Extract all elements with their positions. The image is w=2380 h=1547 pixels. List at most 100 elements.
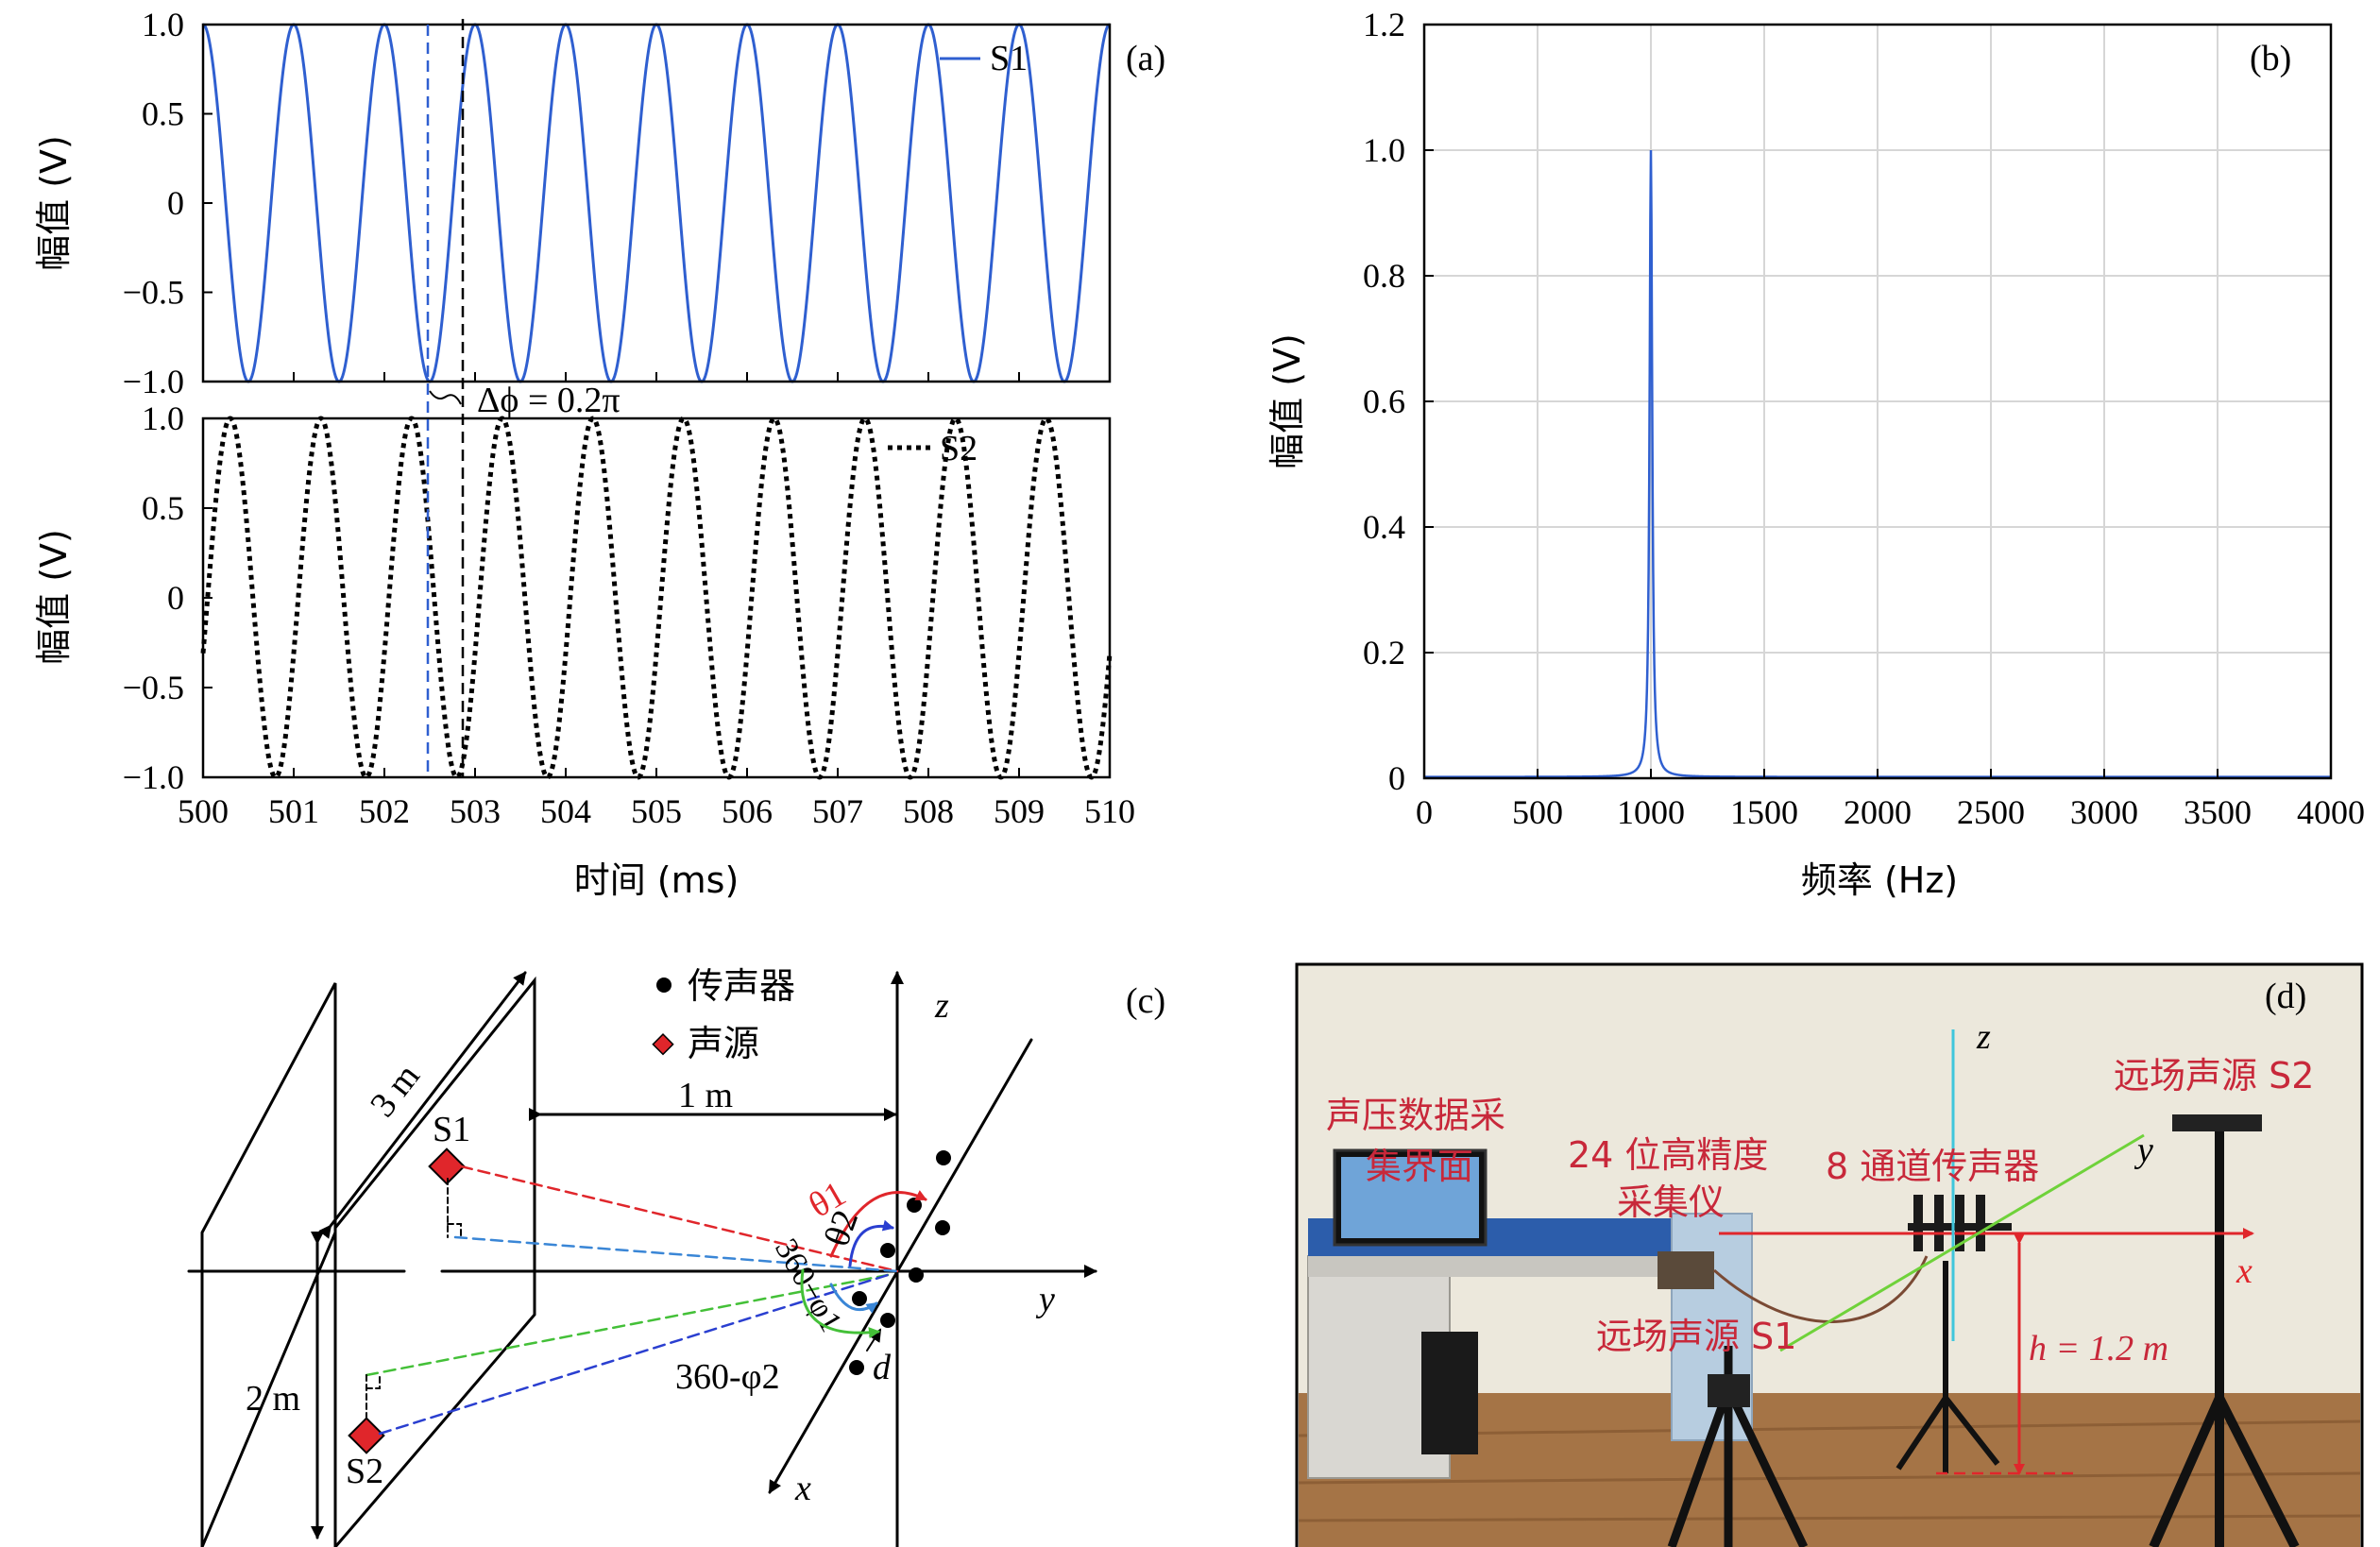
a-bottom-ytick-label: −0.5 — [123, 669, 184, 706]
a-top-ytick-label: 0 — [167, 184, 184, 222]
b-xtick-label: 4000 — [2297, 793, 2365, 831]
s1-ray-blue — [453, 1235, 899, 1273]
panel-d-photo: x z y (d) 声压数据采 集界面 24 位高精度 采集仪 8 通道传声器 … — [1295, 962, 2364, 1547]
speaker-s1 — [1708, 1374, 1750, 1407]
dim-1m-label: 1 m — [678, 1076, 733, 1115]
b-xtick-label: 1000 — [1617, 793, 1685, 831]
b-xtick-label: 2500 — [1957, 793, 2025, 831]
photo-z-label: z — [1976, 1017, 1991, 1057]
dim-2m-label: 2 m — [246, 1379, 300, 1419]
z-axis-label: z — [934, 986, 949, 1026]
b-xtick-label: 3000 — [2070, 793, 2138, 831]
b-ytick-label: 0.6 — [1363, 382, 1405, 420]
theta2-arc — [848, 1219, 894, 1267]
a-bottom-frame — [201, 416, 1112, 779]
a-bottom-ytick-label: 0 — [167, 579, 184, 617]
b-xtick-label: 0 — [1416, 793, 1433, 831]
mic-dot — [936, 1150, 951, 1165]
pc-tower — [1421, 1332, 1478, 1454]
s2-perp-mark — [366, 1374, 381, 1423]
panel-a: 1.0 0.5 0 −0.5 −1.0 1.0 0.5 0 −0.5 −1.0 500 501 50… — [33, 6, 1165, 901]
a-top-ytick-label: −0.5 — [123, 274, 184, 312]
mic-dot — [907, 1198, 922, 1213]
spacing-d-label: d — [873, 1348, 892, 1387]
tripod-s1 — [1667, 1346, 1809, 1547]
phi2-arc — [800, 1268, 880, 1339]
mic-array-photo — [1908, 1195, 2012, 1251]
label-ui-2: 集界面 — [1366, 1146, 1473, 1187]
phi2-label: 360-φ2 — [675, 1357, 780, 1397]
a-xtick-label: 507 — [812, 792, 863, 830]
a-xtick-label: 510 — [1084, 792, 1135, 830]
phase-brace-icon — [429, 390, 462, 405]
legend-mic-label: 传声器 — [688, 965, 795, 1007]
panel-c: (c) 传声器 声源 3 m 2 m 1 m y z x — [187, 965, 1165, 1547]
s1-perp-mark — [447, 1178, 462, 1238]
a-xtick-label: 501 — [268, 792, 319, 830]
photo-y-axis — [1779, 1133, 2145, 1352]
a-xtick-label: 509 — [994, 792, 1045, 830]
series-s1-line — [202, 23, 1111, 383]
dim-3m-line — [318, 971, 527, 1239]
legend-source-label: 声源 — [688, 1023, 759, 1064]
a-xtick-label: 503 — [450, 792, 501, 830]
b-xtick-label: 2000 — [1844, 793, 1912, 831]
legend-source-diamond — [652, 1033, 674, 1056]
mic-dot — [849, 1360, 864, 1375]
series-s2-line — [200, 416, 1113, 780]
label-far-s2: 远场声源 S2 — [2114, 1055, 2314, 1096]
s2-ray-blue — [378, 1273, 890, 1436]
source-s1-diamond — [428, 1148, 466, 1185]
a-xtick-label: 505 — [631, 792, 682, 830]
speaker-s2 — [2172, 1114, 2262, 1131]
mic-dot — [852, 1291, 867, 1306]
phase-annotation: Δϕ = 0.2π — [477, 381, 620, 420]
a-top-ytick-label: 0.5 — [142, 95, 184, 133]
a-xlabel: 时间 (ms) — [574, 859, 740, 901]
b-ylabel: 幅值 (V) — [1266, 333, 1308, 469]
x-axis-label: x — [794, 1469, 811, 1508]
label-far-s1: 远场声源 S1 — [1596, 1316, 1796, 1357]
b-xlabel: 频率 (Hz) — [1801, 859, 1958, 901]
tripod-mics — [1896, 1261, 2000, 1473]
b-xtick-label: 1500 — [1730, 793, 1798, 831]
a-top-ylabel: 幅值 (V) — [33, 135, 75, 271]
mic-dot — [935, 1220, 950, 1235]
b-ytick-label: 1.0 — [1363, 131, 1405, 169]
daq-device — [1658, 1251, 1714, 1289]
a-xtick-label: 502 — [359, 792, 410, 830]
panel-b-label: (b) — [2250, 39, 2291, 78]
b-ytick-label: 0.2 — [1363, 634, 1405, 672]
monitor-screen — [1341, 1157, 1479, 1238]
label-mics: 8 通道传声器 — [1826, 1146, 2039, 1187]
phi1-arc — [829, 1283, 878, 1314]
source-s2-label: S2 — [346, 1452, 383, 1491]
cables — [1713, 1255, 1929, 1323]
source-s1-label: S1 — [433, 1110, 470, 1149]
source-plane — [200, 982, 337, 1547]
theta1-arc — [829, 1190, 927, 1258]
tripod-s2 — [2149, 1129, 2300, 1547]
panel-a-label: (a) — [1126, 39, 1165, 78]
mic-array — [849, 1150, 951, 1375]
legend-s2-label: S2 — [940, 429, 978, 468]
x-axis — [768, 1038, 1033, 1494]
y-axis-label: y — [1035, 1280, 1055, 1319]
legend-mic-dot — [656, 978, 672, 993]
photo-y-label: y — [2134, 1130, 2153, 1170]
panel-d-label: (d) — [2265, 977, 2306, 1016]
a-xtick-label: 508 — [903, 792, 954, 830]
label-daq-1: 24 位高精度 — [1568, 1134, 1768, 1176]
s1-ray-red — [459, 1164, 899, 1273]
b-ytick-label: 0.8 — [1363, 257, 1405, 295]
b-ytick-label: 0.4 — [1363, 508, 1405, 546]
mic-dot — [909, 1267, 924, 1283]
desk-top — [1308, 1256, 1667, 1277]
a-bottom-ytick-label: 1.0 — [142, 400, 184, 437]
label-daq-2: 采集仪 — [1617, 1182, 1725, 1223]
a-xtick-label: 500 — [178, 792, 229, 830]
label-height: h = 1.2 m — [2029, 1329, 2168, 1368]
a-xtick-label: 504 — [540, 792, 591, 830]
mic-dot — [880, 1243, 895, 1258]
b-xtick-label: 500 — [1512, 793, 1563, 831]
